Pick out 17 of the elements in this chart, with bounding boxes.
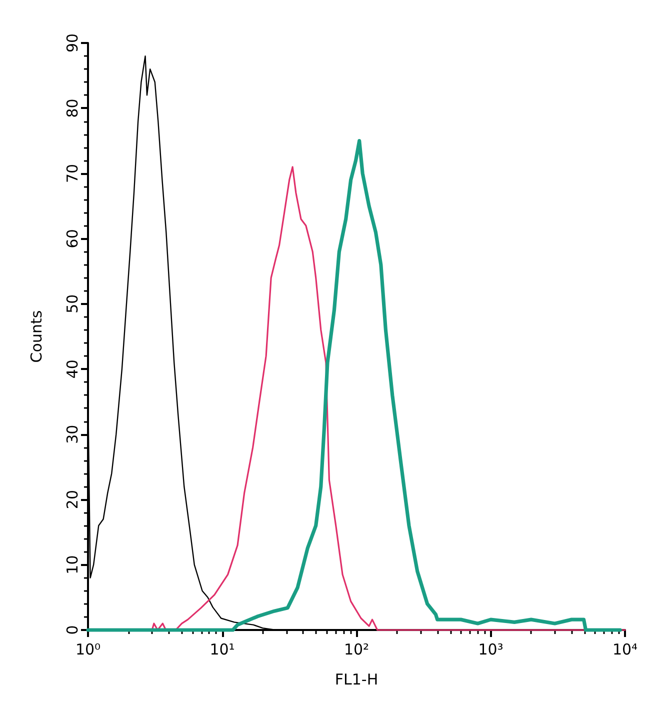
x-tick-label: 10⁴ <box>612 640 638 658</box>
y-tick-label: 90 <box>64 33 82 53</box>
y-tick-label: 0 <box>64 625 82 635</box>
y-tick-label: 50 <box>64 294 82 314</box>
x-tick-label: 10¹ <box>210 640 235 658</box>
y-tick-label: 40 <box>64 360 82 379</box>
y-tick-label: 60 <box>64 229 82 248</box>
x-tick-label: 10³ <box>478 640 504 658</box>
x-axis-title: FL1-H <box>334 670 378 688</box>
y-tick-label: 80 <box>64 98 82 118</box>
x-tick-label: 10⁰ <box>75 640 101 658</box>
y-tick-label: 10 <box>64 555 82 574</box>
y-tick-label: 20 <box>64 490 82 510</box>
x-tick-label: 10² <box>344 640 370 658</box>
y-tick-label: 70 <box>64 164 82 183</box>
y-axis-title: Counts <box>28 310 46 363</box>
y-tick-label: 30 <box>64 424 82 444</box>
